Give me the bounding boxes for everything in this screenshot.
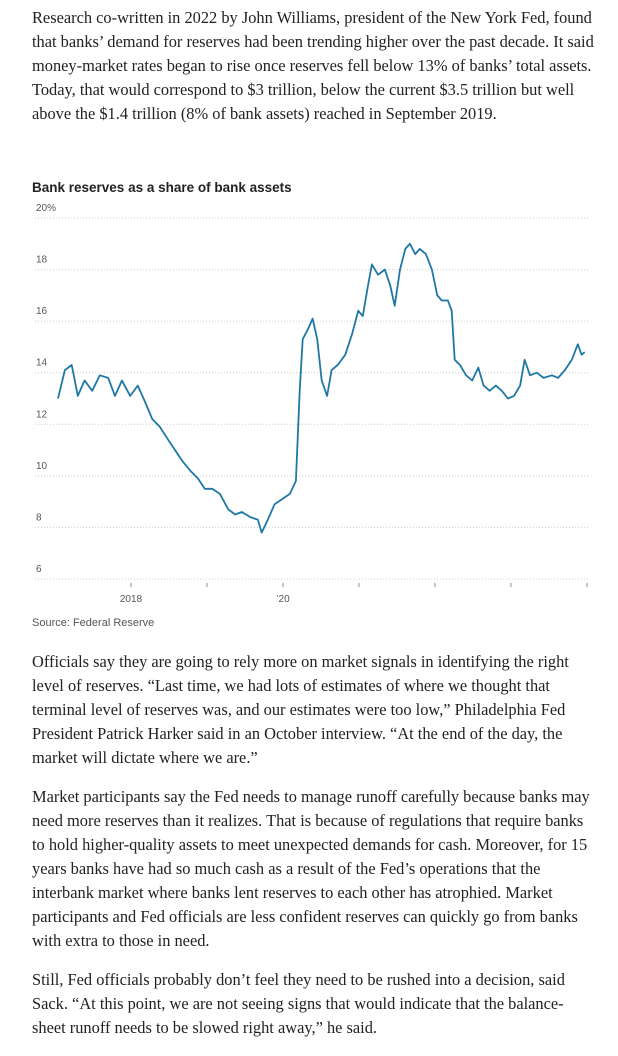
y-tick-label: 6 [36, 564, 42, 575]
paragraph: Still, Fed officials probably don’t feel… [32, 970, 565, 1037]
y-tick-label: 12 [36, 409, 48, 420]
data-line [57, 242, 586, 534]
paragraph: Officials say they are going to rely mor… [32, 652, 569, 767]
chart-title: Bank reserves as a share of bank assets [32, 180, 292, 195]
paragraph: Market participants say the Fed needs to… [32, 787, 590, 950]
chart: 20% 18 16 14 12 10 8 6 2018 ’20 [35, 203, 590, 605]
y-tick-label: 16 [36, 306, 48, 317]
chart-source: Source: Federal Reserve [32, 617, 155, 629]
y-tick-label: 8 [36, 512, 42, 523]
article-body: Officials say they are going to rely mor… [32, 650, 594, 1055]
y-tick-label: 20% [36, 203, 56, 214]
y-tick-label: 10 [36, 461, 48, 472]
x-tick-label: 2018 [120, 594, 143, 605]
x-tick-label: ’20 [276, 594, 290, 605]
y-tick-label: 14 [36, 358, 48, 369]
paragraph: Research co-written in 2022 by John Will… [32, 8, 594, 123]
y-tick-label: 18 [36, 255, 48, 266]
